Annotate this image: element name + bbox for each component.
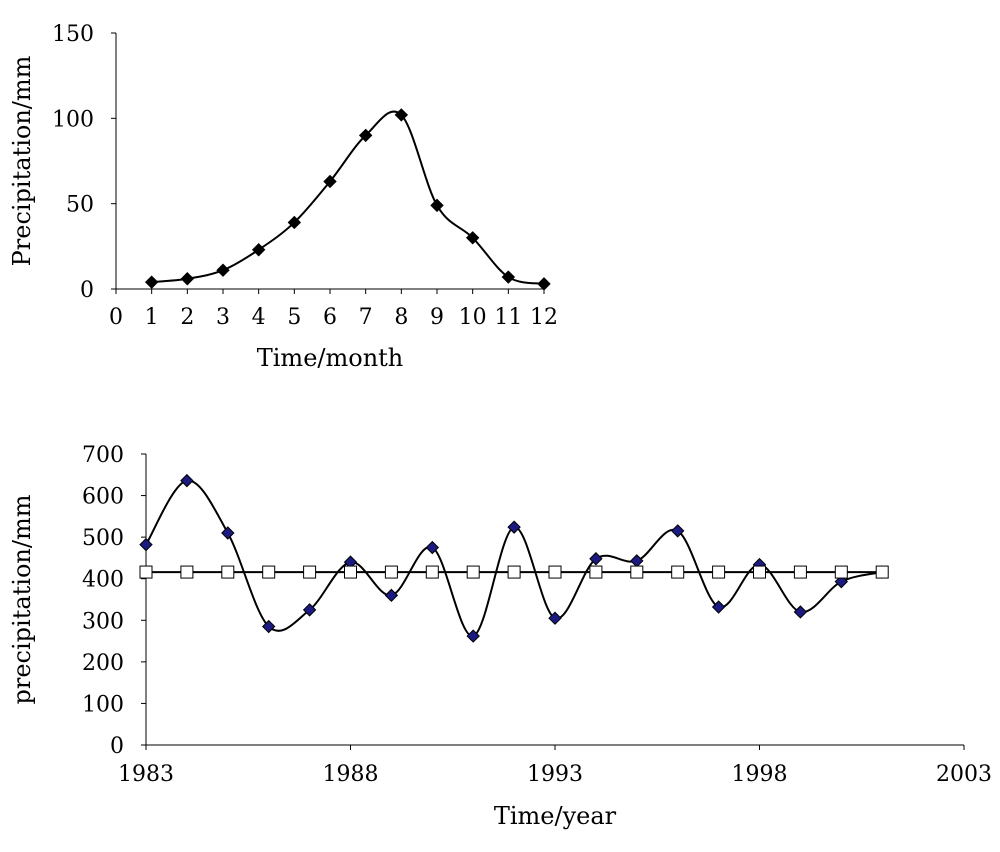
x-tick-label: 11 [494,305,522,330]
y-tick-label: 100 [52,107,94,132]
x-tick-label: 1983 [118,762,174,787]
x-tick-label: 1 [145,305,159,330]
y-tick-label: 700 [82,443,124,468]
data-point [834,565,848,579]
data-point [875,565,889,579]
y-tick-label: 0 [110,734,124,759]
x-tick-label: 6 [323,305,337,330]
data-point [671,565,685,579]
x-tick-label: 3 [216,305,230,330]
data-point [501,270,516,284]
x-tick-label: 7 [359,305,373,330]
data-point [466,629,480,643]
x-tick-label: 1988 [323,762,379,787]
data-point [425,565,439,579]
series-line [145,479,883,638]
x-tick-label: 10 [459,305,487,330]
data-point [221,526,235,540]
data-point [670,524,685,538]
data-point [507,565,521,579]
data-point [216,263,230,277]
data-point [548,611,562,625]
data-point [394,108,409,122]
data-point [507,520,521,534]
y-axis-title: Precipitation/mm [8,55,36,266]
data-point [384,588,399,603]
x-tick-label: 0 [109,305,123,330]
y-axis-title: precipitation/mm [8,494,36,704]
data-point [262,565,276,579]
x-tick-label: 1993 [527,762,583,787]
data-point [144,275,159,289]
series-line [151,110,545,285]
data-point [251,243,266,257]
y-tick-label: 400 [82,568,124,593]
data-point [548,565,562,579]
data-point [180,473,194,488]
x-tick-label: 4 [252,305,266,330]
x-axis-title: Time/month [257,344,404,372]
x-tick-label: 12 [530,305,558,330]
data-point [711,600,726,614]
data-point [139,537,153,552]
data-point [753,565,766,579]
data-point [589,552,603,566]
data-point [793,565,807,579]
data-point [630,554,644,568]
x-tick-label: 5 [287,305,301,330]
data-point [261,619,276,634]
data-point [425,540,440,555]
data-point [180,565,194,579]
data-point [221,565,235,579]
y-tick-label: 200 [82,651,124,676]
x-tick-label: 2 [180,305,194,330]
y-tick-label: 150 [52,22,94,47]
chart-2: 0 100 200 300 400 500 600 700 1983 1988 1993 1998 20… [8,443,992,830]
data-point [712,565,726,579]
data-point [180,272,195,286]
data-point [303,565,317,579]
data-point [430,198,444,213]
data-point [302,603,317,617]
y-tick-label: 300 [82,609,124,634]
data-point [834,574,849,589]
data-point [630,565,644,579]
data-point [466,565,480,579]
data-point [384,565,398,579]
x-tick-label: 8 [394,305,408,330]
data-point [287,215,302,230]
y-tick-label: 0 [80,278,94,303]
data-point [537,277,551,291]
data-point [139,565,153,579]
x-axis-title: Time/year [494,802,617,830]
y-tick-label: 600 [82,485,124,510]
x-tick-label: 1998 [732,762,788,787]
data-point [793,605,808,619]
data-point [465,231,480,245]
y-tick-label: 50 [66,193,94,218]
y-tick-label: 100 [82,692,124,717]
y-tick-label: 500 [82,526,124,551]
x-tick-label: 2003 [936,762,992,787]
data-point [344,565,357,579]
data-point [358,128,373,143]
x-tick-label: 9 [430,305,444,330]
data-point [323,174,337,189]
data-point [589,565,603,579]
